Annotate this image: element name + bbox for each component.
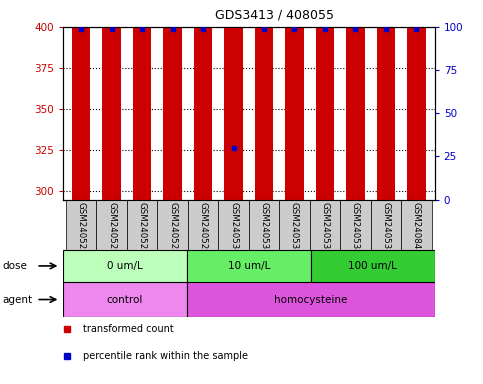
- Text: GSM240535: GSM240535: [382, 202, 390, 255]
- Text: control: control: [107, 295, 143, 305]
- Bar: [102, 0, 121, 200]
- Bar: [401, 200, 432, 250]
- Bar: [72, 0, 90, 200]
- Bar: [187, 282, 435, 317]
- Bar: [249, 200, 279, 250]
- Text: GDS3413 / 408055: GDS3413 / 408055: [215, 8, 334, 21]
- Text: GSM240529: GSM240529: [199, 202, 208, 255]
- Bar: [311, 250, 435, 282]
- Bar: [346, 0, 365, 200]
- Bar: [194, 0, 212, 200]
- Text: homocysteine: homocysteine: [274, 295, 347, 305]
- Bar: [133, 0, 151, 200]
- Text: GSM240527: GSM240527: [138, 202, 146, 255]
- Bar: [279, 200, 310, 250]
- Text: transformed count: transformed count: [83, 324, 174, 334]
- Bar: [96, 200, 127, 250]
- Bar: [285, 0, 304, 200]
- Text: GSM240528: GSM240528: [168, 202, 177, 255]
- Text: GSM240533: GSM240533: [320, 202, 329, 255]
- Bar: [188, 200, 218, 250]
- Bar: [225, 0, 242, 200]
- Bar: [310, 200, 340, 250]
- Text: GSM240530: GSM240530: [229, 202, 238, 255]
- Bar: [218, 200, 249, 250]
- Bar: [316, 0, 334, 200]
- Text: 10 um/L: 10 um/L: [227, 261, 270, 271]
- Text: 100 um/L: 100 um/L: [348, 261, 397, 271]
- Bar: [163, 0, 182, 200]
- Bar: [63, 282, 187, 317]
- Bar: [340, 200, 370, 250]
- Bar: [407, 0, 426, 200]
- Text: GSM240848: GSM240848: [412, 202, 421, 255]
- Bar: [127, 200, 157, 250]
- Bar: [255, 0, 273, 200]
- Text: GSM240534: GSM240534: [351, 202, 360, 255]
- Text: 0 um/L: 0 um/L: [107, 261, 142, 271]
- Text: GSM240532: GSM240532: [290, 202, 299, 255]
- Text: percentile rank within the sample: percentile rank within the sample: [83, 351, 248, 361]
- Bar: [157, 200, 188, 250]
- Text: agent: agent: [2, 295, 32, 305]
- Bar: [66, 200, 96, 250]
- Text: GSM240526: GSM240526: [107, 202, 116, 255]
- Bar: [63, 250, 187, 282]
- Text: GSM240531: GSM240531: [259, 202, 269, 255]
- Text: GSM240525: GSM240525: [77, 202, 85, 255]
- Bar: [187, 250, 311, 282]
- Bar: [370, 200, 401, 250]
- Text: dose: dose: [2, 261, 28, 271]
- Bar: [377, 0, 395, 200]
